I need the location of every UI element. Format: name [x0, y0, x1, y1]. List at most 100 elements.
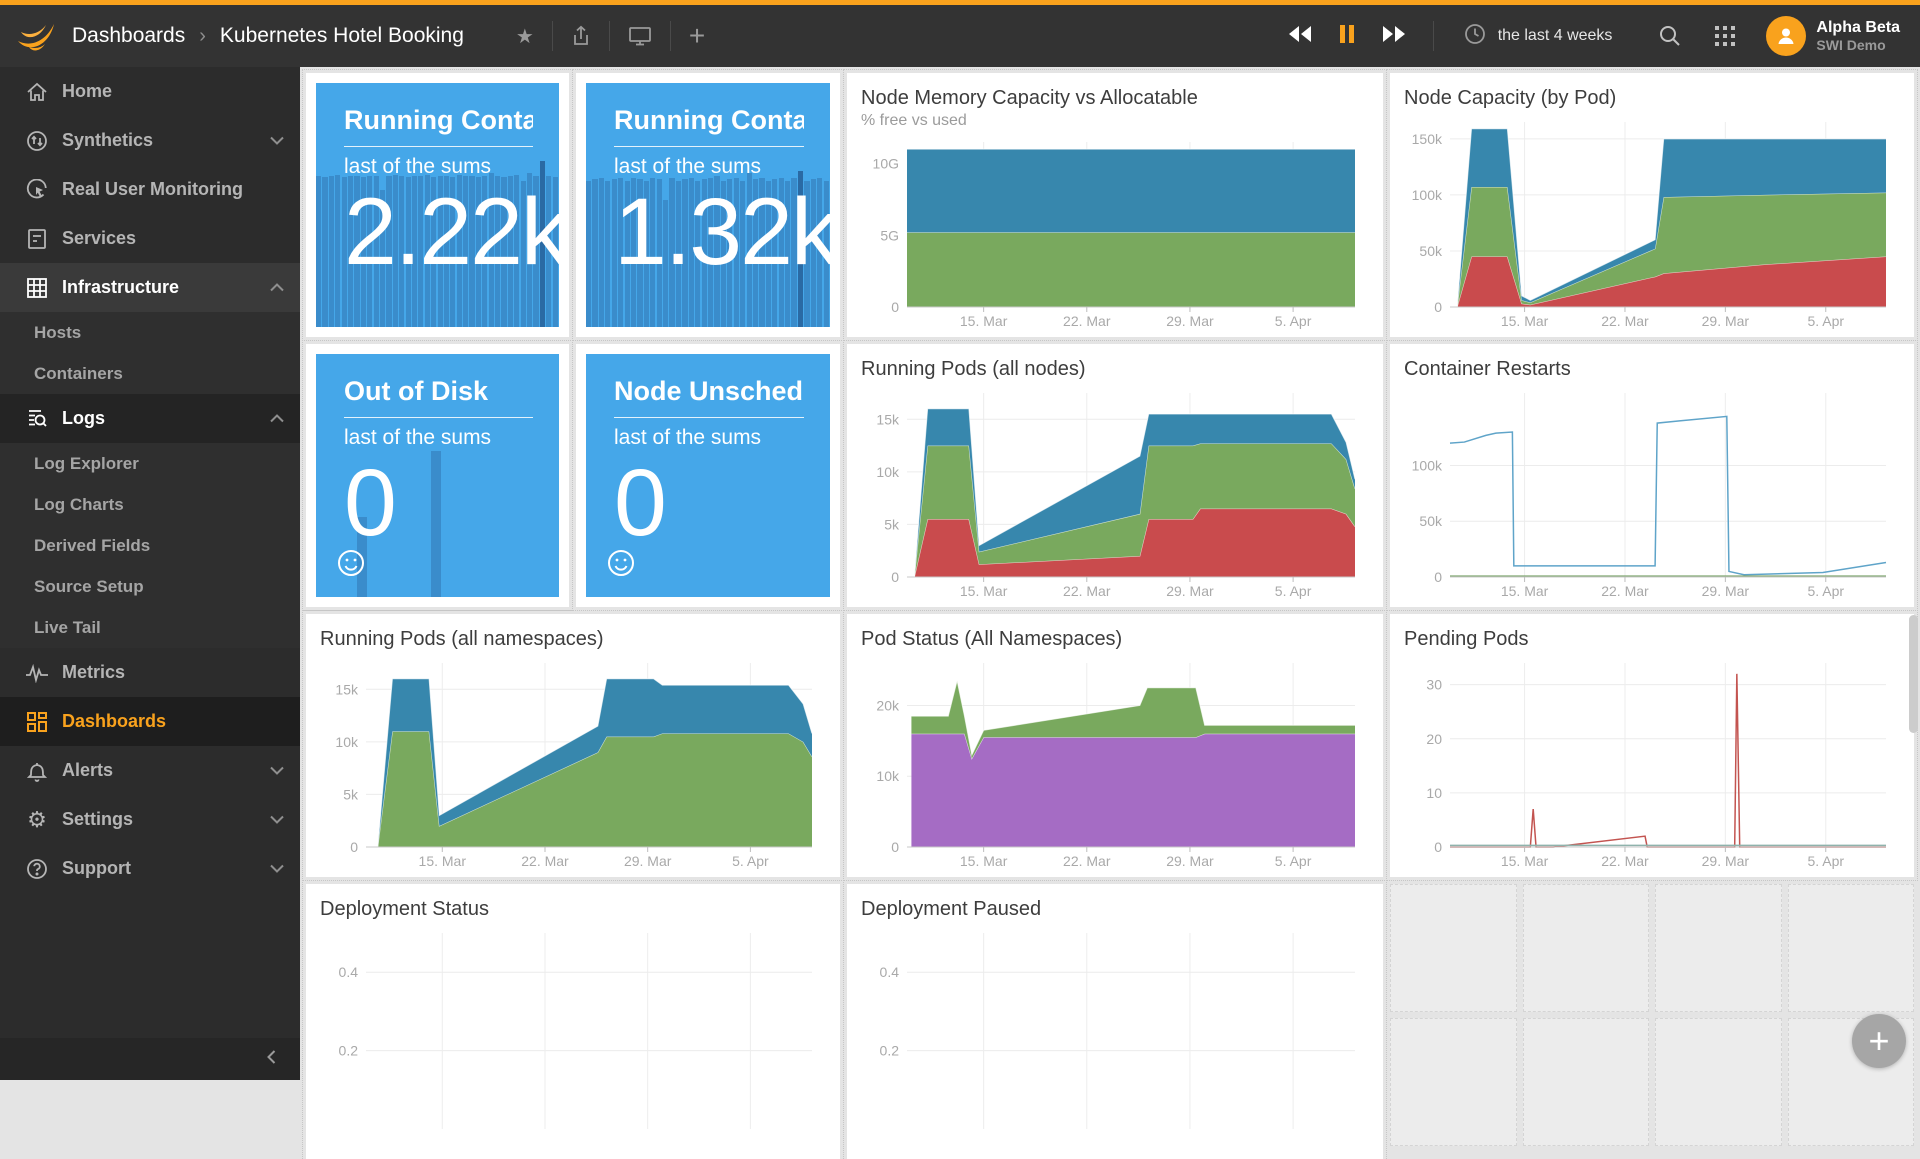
empty-slot[interactable] [1523, 1018, 1650, 1146]
add-widget-fab[interactable]: + [1852, 1014, 1906, 1068]
pending-pods-chart[interactable]: 302010015. Mar22. Mar29. Mar5. Apr [1404, 655, 1898, 873]
panel-running-pods-nodes: Running Pods (all nodes) 15k10k5k015. Ma… [847, 344, 1383, 607]
clock-icon [1464, 23, 1486, 50]
chart-title: Running Pods (all namespaces) [320, 628, 824, 651]
svg-text:15k: 15k [335, 681, 359, 697]
svg-text:22. Mar: 22. Mar [1063, 583, 1111, 599]
big-number-tile[interactable]: Running Containers... last of the sums 1… [586, 83, 830, 327]
sidebar-item-hosts[interactable]: Hosts [0, 312, 300, 353]
svg-text:22. Mar: 22. Mar [1601, 313, 1649, 329]
empty-slot[interactable] [1788, 884, 1915, 1012]
svg-text:15. Mar: 15. Mar [960, 583, 1008, 599]
svg-text:5. Apr: 5. Apr [1275, 853, 1312, 869]
panel-running-containers-a: Running Containers... last of the sums 2… [306, 73, 569, 337]
svg-text:15. Mar: 15. Mar [419, 853, 467, 869]
sidebar-item-support[interactable]: Support [0, 844, 300, 893]
big-number-tile[interactable]: Running Containers... last of the sums 2… [316, 83, 559, 327]
sidebar-item-dashboards[interactable]: Dashboards [0, 697, 300, 746]
breadcrumb-current[interactable]: Kubernetes Hotel Booking [220, 24, 464, 48]
sidebar-item-label: Real User Monitoring [62, 179, 284, 200]
node-memory-chart[interactable]: 10G5G015. Mar22. Mar29. Mar5. Apr [861, 134, 1367, 333]
share-icon[interactable] [553, 25, 609, 47]
sidebar-item-derived-fields[interactable]: Derived Fields [0, 525, 300, 566]
sidebar-item-home[interactable]: Home [0, 67, 300, 116]
empty-slot[interactable] [1655, 884, 1782, 1012]
svg-text:50k: 50k [1419, 243, 1443, 259]
big-number-tile[interactable]: Node Unschedulable last of the sums 0 [586, 354, 830, 597]
chart-title: Container Restarts [1404, 358, 1898, 381]
sidebar-item-metrics[interactable]: Metrics [0, 648, 300, 697]
empty-slot[interactable] [1523, 884, 1650, 1012]
help-icon [24, 857, 50, 881]
top-header: Dashboards › Kubernetes Hotel Booking ★ … [0, 5, 1920, 67]
svg-text:15. Mar: 15. Mar [1501, 313, 1549, 329]
sidebar-item-log-explorer[interactable]: Log Explorer [0, 443, 300, 484]
panel-out-of-disk: Out of Disk last of the sums 0 [306, 344, 569, 607]
container-restarts-chart[interactable]: 100k50k015. Mar22. Mar29. Mar5. Apr [1404, 385, 1898, 603]
rewind-icon[interactable] [1287, 25, 1313, 48]
chart-title: Running Pods (all nodes) [861, 358, 1367, 381]
svg-text:22. Mar: 22. Mar [1601, 583, 1649, 599]
panel-deployment-status: Deployment Status 0.40.2 [306, 884, 840, 1159]
svg-text:0: 0 [891, 569, 899, 585]
tile-value: 2.22k [344, 183, 533, 283]
sidebar-section-infrastructure: Infrastructure Hosts Containers [0, 263, 300, 394]
svg-text:5. Apr: 5. Apr [1275, 583, 1312, 599]
svg-text:29. Mar: 29. Mar [1166, 313, 1214, 329]
sidebar-item-containers[interactable]: Containers [0, 353, 300, 394]
sidebar-item-alerts[interactable]: Alerts [0, 746, 300, 795]
time-range-control[interactable]: the last 4 weeks [1434, 23, 1643, 50]
tile-value: 1.32k [614, 183, 804, 283]
sidebar-item-logs[interactable]: Logs [0, 394, 300, 443]
sidebar-item-real-user-monitoring[interactable]: Real User Monitoring [0, 165, 300, 214]
breadcrumb-root[interactable]: Dashboards [72, 24, 185, 48]
svg-text:5. Apr: 5. Apr [732, 853, 769, 869]
sidebar-item-infrastructure[interactable]: Infrastructure [0, 263, 300, 312]
empty-slot[interactable] [1390, 884, 1517, 1012]
sidebar-collapse-button[interactable] [0, 1038, 300, 1080]
user-avatar[interactable] [1766, 16, 1806, 56]
infrastructure-icon [24, 276, 50, 300]
sidebar-item-source-setup[interactable]: Source Setup [0, 566, 300, 607]
empty-slot[interactable] [1655, 1018, 1782, 1146]
sidebar-item-synthetics[interactable]: Synthetics [0, 116, 300, 165]
node-capacity-chart[interactable]: 150k100k50k015. Mar22. Mar29. Mar5. Apr [1404, 114, 1898, 333]
big-number-tile[interactable]: Out of Disk last of the sums 0 [316, 354, 559, 597]
sidebar-item-label: Dashboards [62, 711, 284, 732]
tile-title: Running Containers... [344, 105, 533, 136]
app-grid-icon[interactable] [1698, 25, 1752, 47]
solarwinds-logo-icon[interactable] [0, 16, 72, 56]
favorite-star-icon[interactable]: ★ [498, 24, 552, 49]
tile-subtitle: last of the sums [344, 155, 533, 179]
tile-title: Out of Disk [344, 376, 533, 407]
deployment-status-chart[interactable]: 0.40.2 [320, 925, 824, 1155]
sidebar-item-services[interactable]: Services [0, 214, 300, 263]
display-icon[interactable] [610, 25, 670, 47]
divider [344, 417, 533, 418]
svg-text:0: 0 [350, 839, 358, 855]
fast-forward-icon[interactable] [1381, 25, 1407, 48]
smiley-icon [336, 548, 366, 583]
deployment-paused-chart[interactable]: 0.40.2 [861, 925, 1367, 1155]
sidebar-item-settings[interactable]: ⚙ Settings [0, 795, 300, 844]
svg-text:5G: 5G [880, 227, 899, 243]
sidebar-item-log-charts[interactable]: Log Charts [0, 484, 300, 525]
svg-text:0.2: 0.2 [339, 1043, 359, 1059]
svg-text:100k: 100k [1412, 187, 1443, 203]
pod-status-chart[interactable]: 20k10k015. Mar22. Mar29. Mar5. Apr [861, 655, 1367, 873]
sidebar-item-live-tail[interactable]: Live Tail [0, 607, 300, 648]
sidebar-section-logs: Logs Log Explorer Log Charts Derived Fie… [0, 394, 300, 648]
search-icon[interactable] [1642, 24, 1698, 48]
user-info[interactable]: Alpha Beta SWI Demo [1816, 19, 1900, 53]
running-pods-namespaces-chart[interactable]: 15k10k5k015. Mar22. Mar29. Mar5. Apr [320, 655, 824, 873]
svg-text:0: 0 [1434, 299, 1442, 315]
pause-icon[interactable] [1339, 24, 1355, 49]
scrollbar-thumb[interactable] [1909, 615, 1918, 733]
empty-slot[interactable] [1390, 1018, 1517, 1146]
chevron-up-icon [270, 279, 284, 297]
panel-pending-pods: Pending Pods 302010015. Mar22. Mar29. Ma… [1390, 614, 1914, 877]
svg-text:0.4: 0.4 [880, 964, 900, 980]
add-panel-icon[interactable]: + [671, 20, 723, 52]
tile-subtitle: last of the sums [344, 426, 533, 450]
running-pods-nodes-chart[interactable]: 15k10k5k015. Mar22. Mar29. Mar5. Apr [861, 385, 1367, 603]
